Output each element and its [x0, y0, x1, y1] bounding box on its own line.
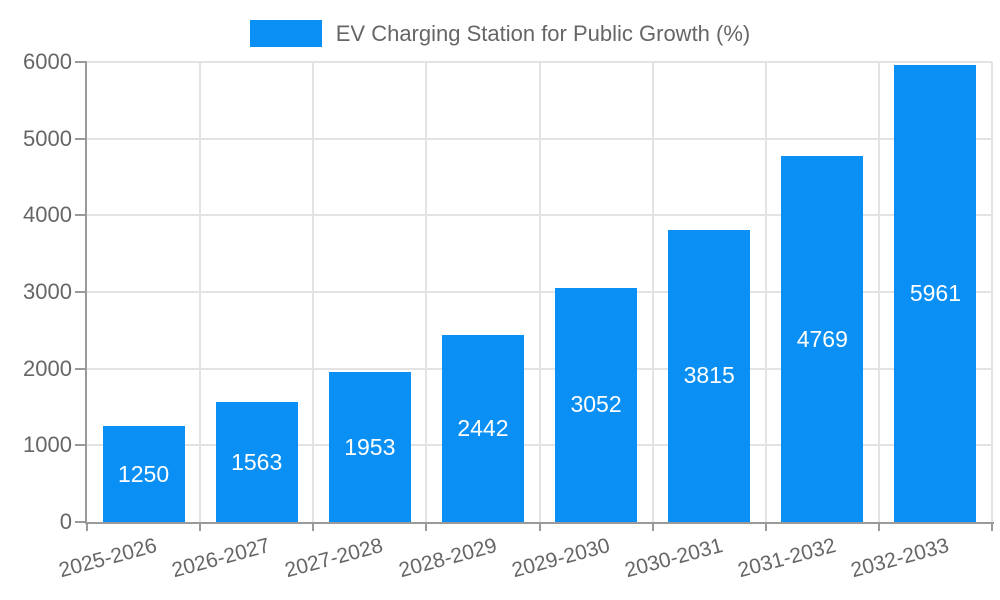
x-axis-tick	[312, 523, 315, 531]
y-axis-tick	[75, 214, 87, 217]
bar: 1250	[102, 426, 185, 522]
x-axis-tick	[764, 523, 767, 531]
bar-value-label: 3052	[570, 391, 622, 418]
bar-value-label: 5961	[909, 279, 962, 306]
bar-value-label: 3815	[683, 362, 735, 389]
y-axis-tick-label: 2000	[23, 355, 72, 381]
gridline-vertical	[425, 62, 428, 522]
bar-value-label: 1563	[231, 448, 283, 475]
y-axis-tick	[75, 444, 87, 447]
x-axis-tick-label: 2031-2032	[735, 534, 839, 583]
legend-swatch-icon	[249, 20, 322, 47]
bar-value-label: 4769	[796, 325, 848, 352]
bar: 1953	[328, 372, 411, 522]
x-axis-tick	[199, 523, 202, 531]
bar-value-label: 1953	[344, 433, 396, 460]
x-axis-tick-label: 2027-2028	[282, 534, 386, 583]
bar-value-label: 1250	[117, 460, 170, 487]
y-axis-tick-label: 3000	[23, 279, 72, 304]
bar: 3815	[668, 229, 751, 522]
bar: 1563	[215, 402, 298, 522]
x-axis-tick	[425, 523, 428, 531]
gridline-vertical	[764, 62, 767, 522]
y-axis-tick	[75, 291, 87, 293]
x-axis-tick-label: 2025-2026	[56, 534, 160, 583]
y-axis-tick-label: 4000	[23, 202, 72, 228]
bar: 3052	[555, 288, 638, 522]
y-axis-tick-label: 5000	[23, 125, 72, 151]
y-axis-tick-label: 0	[59, 509, 72, 534]
chart-legend: EV Charging Station for Public Growth (%…	[0, 20, 1000, 47]
x-axis-tick	[991, 523, 993, 531]
y-axis-tick	[75, 367, 87, 370]
y-axis-tick	[75, 137, 87, 140]
y-axis-tick	[75, 61, 87, 63]
x-axis-tick-label: 2026-2027	[169, 534, 273, 583]
x-axis-tick-label: 2028-2029	[395, 534, 499, 583]
bar-value-label: 2442	[457, 414, 509, 441]
legend-item[interactable]: EV Charging Station for Public Growth (%…	[249, 20, 751, 47]
x-axis-tick	[651, 523, 654, 531]
bar: 5961	[894, 64, 977, 522]
gridline-vertical	[538, 62, 541, 522]
y-axis-tick-label: 6000	[23, 49, 72, 74]
y-axis-line	[85, 62, 87, 524]
legend-label: EV Charging Station for Public Growth (%…	[335, 21, 751, 46]
gridline-vertical	[991, 62, 993, 522]
gridline-vertical	[651, 62, 654, 522]
y-axis-tick	[75, 521, 87, 523]
x-axis-tick-label: 2029-2030	[509, 534, 613, 583]
x-axis-tick	[538, 523, 541, 531]
x-axis-tick	[877, 523, 880, 531]
y-axis-tick-label: 1000	[23, 432, 72, 458]
gridline-vertical	[877, 62, 880, 522]
gridline-vertical	[312, 62, 315, 522]
gridline-vertical	[199, 62, 202, 522]
bar: 4769	[781, 156, 864, 522]
x-axis-tick	[86, 523, 88, 531]
bar: 2442	[441, 334, 524, 522]
x-axis-tick-label: 2030-2031	[622, 534, 726, 583]
x-axis-tick-label: 2032-2033	[848, 534, 952, 583]
x-axis-line	[85, 522, 994, 524]
